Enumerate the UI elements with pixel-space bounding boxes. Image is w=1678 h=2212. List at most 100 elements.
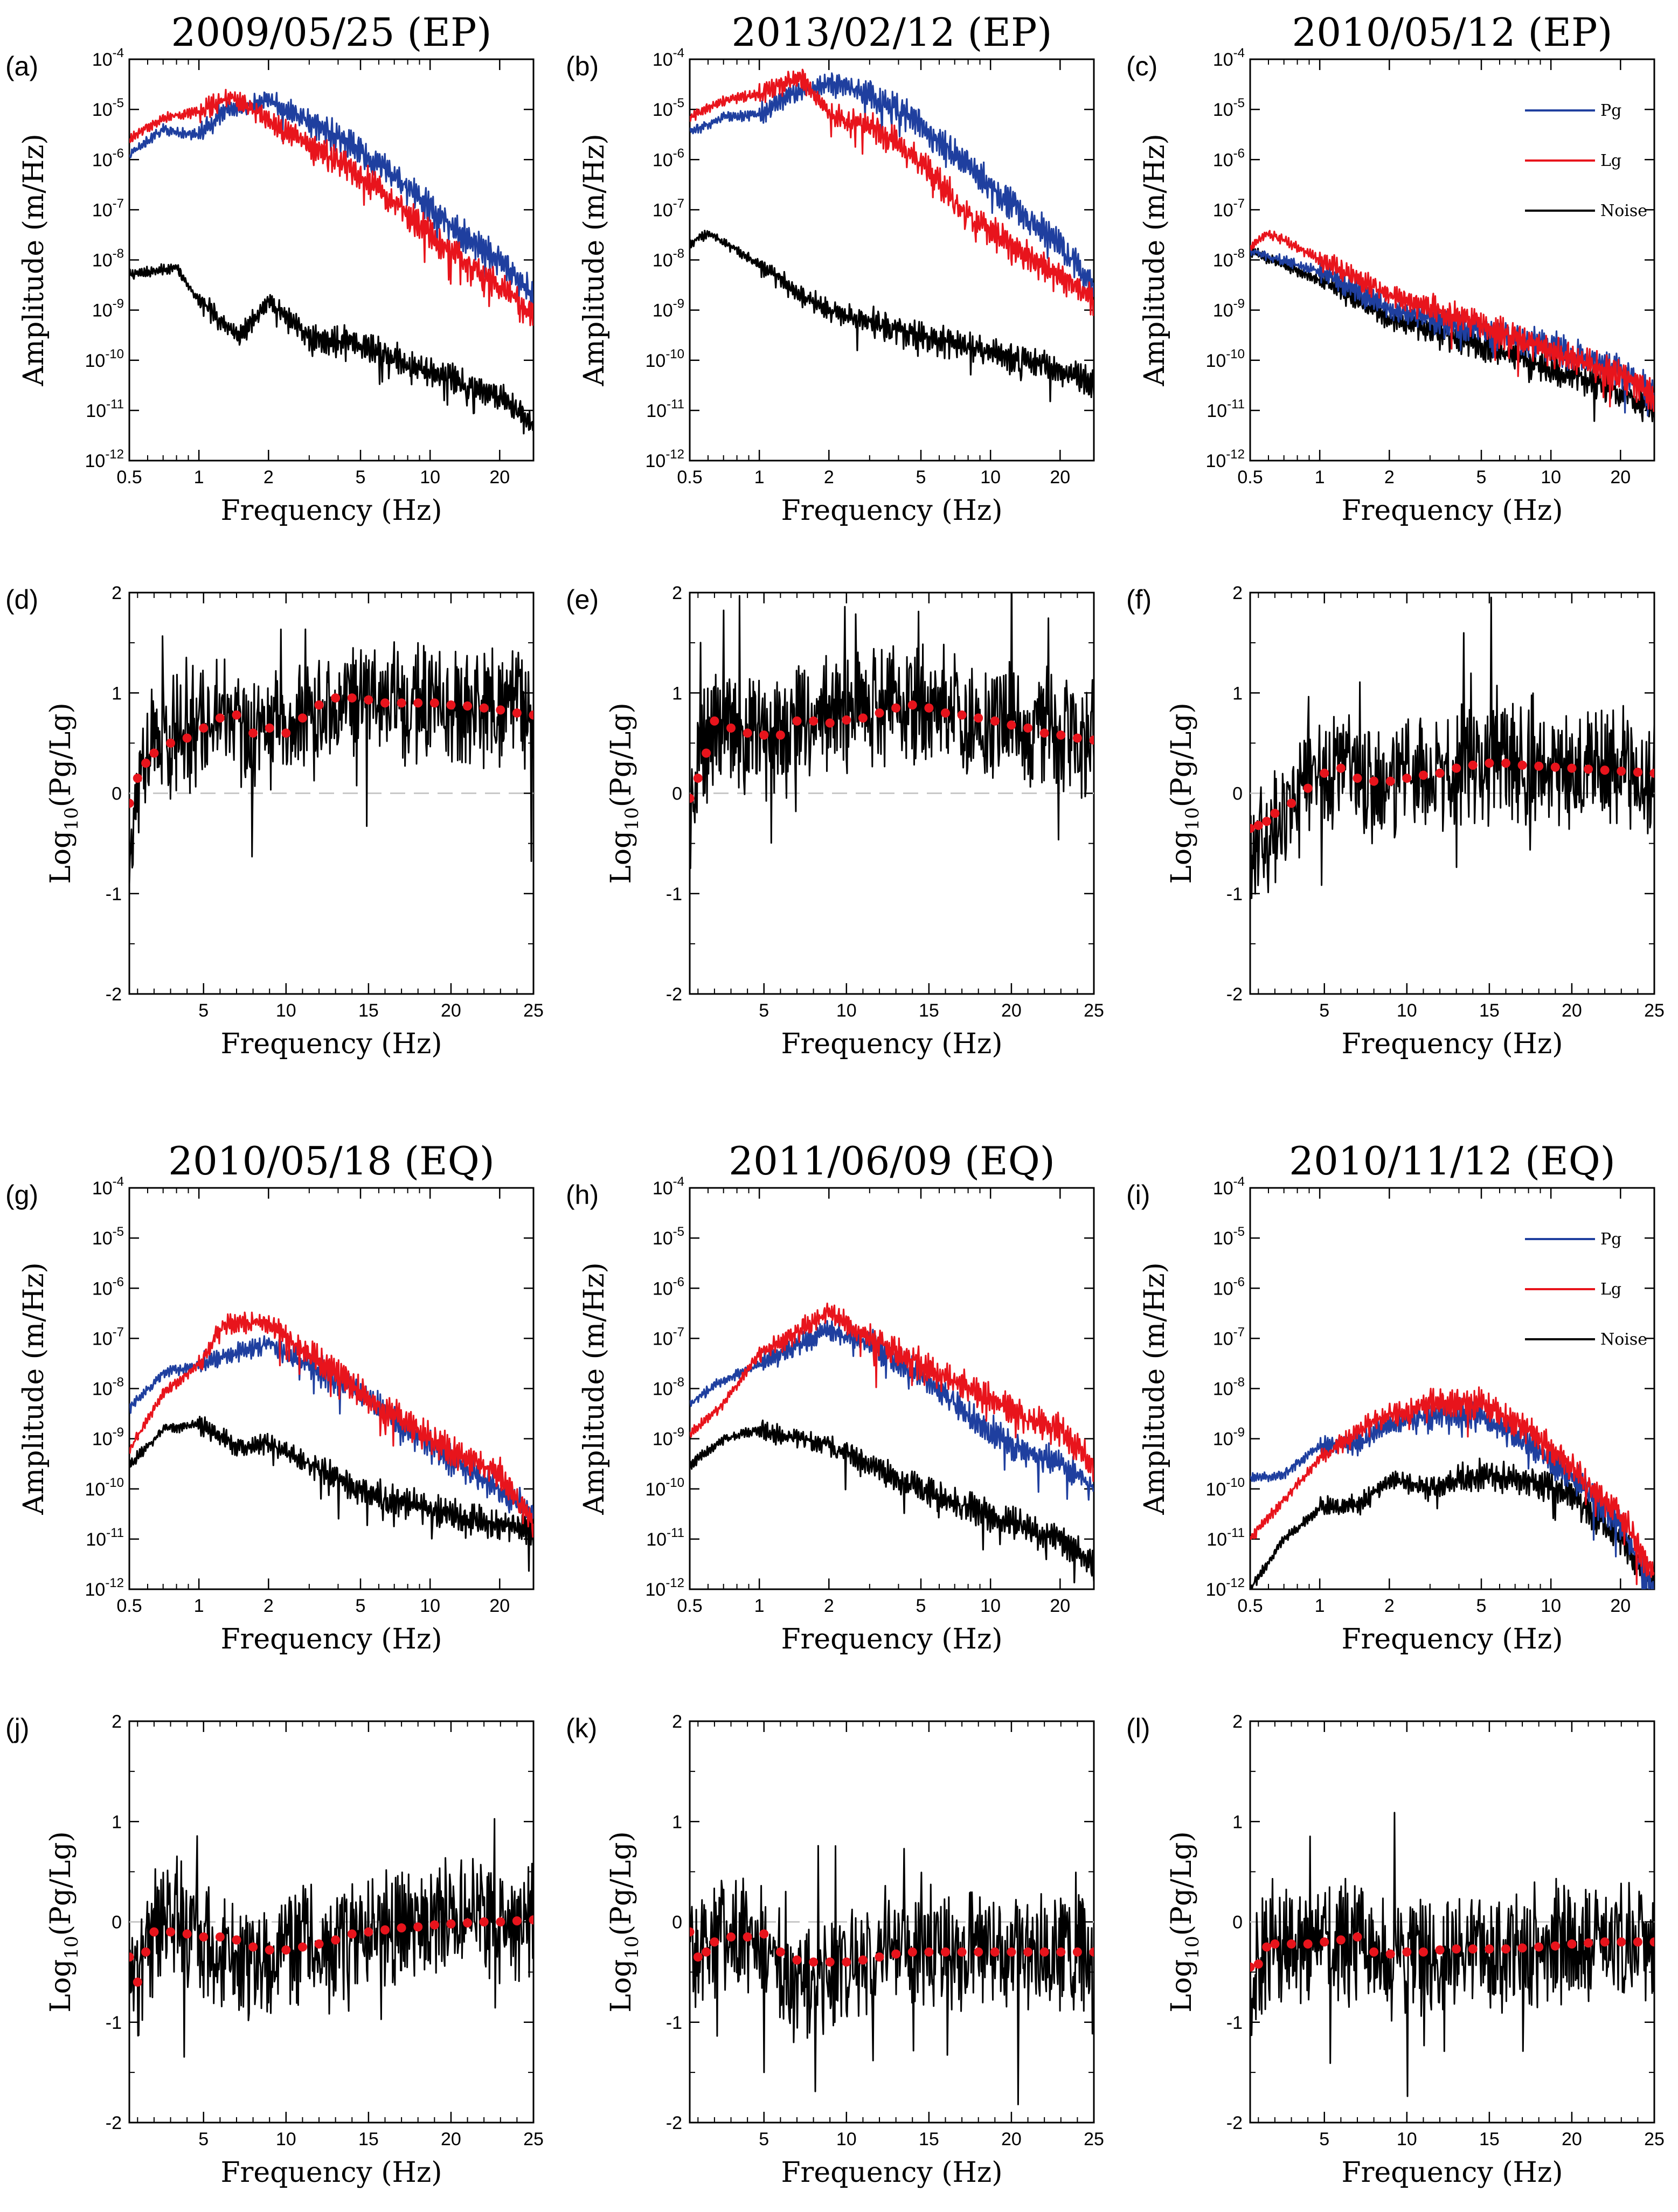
y-tick-label: 10-10 [85, 1476, 124, 1500]
y-tick-label: 10-10 [1205, 347, 1245, 371]
panel-title: 2010/05/18 (EQ) [168, 1138, 495, 1184]
x-axis-label: Frequency (Hz) [781, 2157, 1002, 2189]
smoothed-ratio-point [1056, 730, 1066, 740]
series-noise-line [129, 263, 533, 435]
y-tick-label: -1 [666, 884, 682, 905]
series-lg-line [1250, 229, 1654, 412]
y-axis-label: Amplitude (m/Hz) [18, 134, 50, 387]
smoothed-ratio-point [974, 713, 983, 723]
y-tick-label: 10-5 [92, 1225, 124, 1249]
x-tick-label: 10 [420, 1596, 440, 1616]
smoothed-ratio-point [1320, 768, 1329, 778]
smoothed-ratio-point [1517, 1943, 1527, 1953]
smoothed-ratio-point [702, 1947, 711, 1957]
x-tick-label: 5 [759, 1000, 769, 1021]
panel-letter: (f) [1126, 585, 1152, 615]
smoothed-ratio-point [232, 710, 241, 720]
smoothed-ratio-point [809, 1957, 819, 1967]
smoothed-ratio-point [1303, 783, 1313, 793]
smoothed-ratio-point [1534, 1942, 1544, 1952]
x-tick-label: 1 [194, 467, 204, 488]
smoothed-ratio-point [1600, 1937, 1610, 1947]
y-tick-label: 10-5 [92, 96, 124, 120]
y-axis-label: Log10(Pg/Lg) [1166, 702, 1203, 884]
smoothed-ratio-point [380, 698, 390, 708]
x-tick-label: 20 [489, 467, 510, 488]
x-axis-label: Frequency (Hz) [220, 495, 442, 527]
smoothed-ratio-point [1250, 824, 1255, 833]
x-tick-label: 15 [1479, 1000, 1500, 1021]
y-tick-label: 10-7 [92, 1325, 124, 1349]
smoothed-ratio-point [182, 1929, 192, 1939]
y-tick-label: 10-6 [1213, 146, 1245, 170]
smoothed-ratio-point [1007, 1947, 1016, 1957]
smoothed-ratio-point [940, 1947, 950, 1957]
smoothed-ratio-point [875, 1952, 884, 1962]
y-axis: 10-12 10-11 10-10 10-9 10-8 10-7 10-6 10-5 10-4 [85, 1174, 533, 1600]
y-axis-label: Log10(Pg/Lg) [45, 702, 82, 884]
x-tick-label: 25 [523, 2129, 544, 2150]
y-axis-label: Amplitude (m/Hz) [578, 1262, 611, 1515]
smoothed-ratio-point [759, 1929, 769, 1939]
smoothed-ratio-point [940, 708, 950, 718]
series-group [1250, 1386, 1654, 1589]
y-tick-label: 0 [672, 784, 682, 804]
smoothed-ratio-point [397, 698, 406, 708]
smoothed-ratio-point [1089, 1947, 1094, 1957]
smoothed-ratio-point [1007, 720, 1016, 730]
y-tick-label: 10-11 [86, 397, 124, 421]
x-tick-label: 20 [1001, 1000, 1022, 1021]
x-tick-label: 25 [1644, 1000, 1665, 1021]
y-tick-label: 10-9 [653, 297, 684, 321]
series-group [690, 593, 1094, 870]
y-tick-label: 10-6 [653, 1275, 684, 1299]
x-axis: 0.5 1 2 5 10 20 [677, 59, 1070, 488]
smoothed-ratio-point [1253, 820, 1263, 830]
y-tick-label: 10-8 [1213, 1375, 1245, 1400]
smoothed-ratio-point [792, 716, 802, 726]
x-tick-label: 20 [1610, 467, 1631, 488]
y-tick-label: 0 [1232, 1912, 1243, 1933]
series-group [129, 1311, 533, 1572]
x-tick-label: 5 [1319, 1000, 1329, 1021]
series-lg-line [690, 68, 1094, 316]
smoothed-ratio-point [496, 1917, 505, 1926]
smoothed-ratio-point [1353, 774, 1362, 783]
smoothed-ratio-point [726, 723, 736, 733]
smoothed-ratio-point [775, 730, 785, 740]
y-axis: 10-12 10-11 10-10 10-9 10-8 10-7 10-6 10-5 10-4 [1205, 46, 1654, 471]
series-lg-line [1250, 1386, 1654, 1585]
series-group [690, 1302, 1094, 1584]
panel-title: 2011/06/09 (EQ) [729, 1138, 1055, 1184]
x-tick-label: 5 [1319, 2129, 1329, 2150]
smoothed-ratio-point [1287, 798, 1296, 808]
panel-letter: (j) [5, 1713, 29, 1743]
smoothed-ratio-point [364, 695, 373, 705]
smoothed-ratio-point [215, 1932, 225, 1942]
y-tick-label: -1 [1226, 884, 1243, 905]
y-axis-label: Amplitude (m/Hz) [1139, 1262, 1171, 1515]
legend-label-pg: Pg [1600, 1230, 1621, 1249]
x-tick-label: 5 [356, 467, 366, 488]
x-axis: 5 10 15 20 25 [697, 593, 1104, 1021]
smoothed-ratio-point [1649, 1937, 1654, 1947]
x-tick-label: 20 [1050, 467, 1070, 488]
x-tick-label: 20 [1562, 1000, 1582, 1021]
smoothed-ratio-point [314, 1939, 324, 1949]
y-tick-label: -2 [666, 984, 682, 1005]
y-axis: -2 -1 0 1 2 [1226, 1712, 1654, 2133]
smoothed-ratio-point [413, 698, 423, 708]
panel-b: (b)2013/02/12 (EP)10-1210-1110-1010-910-… [566, 10, 1095, 527]
smoothed-ratio-point [1501, 1944, 1510, 1954]
x-tick-label: 2 [824, 467, 834, 488]
x-tick-label: 5 [198, 1000, 209, 1021]
smoothed-ratio-point [875, 708, 884, 718]
smoothed-ratio-point [1435, 768, 1445, 778]
y-axis-label: Amplitude (m/Hz) [1139, 134, 1171, 387]
x-tick-label: 25 [1084, 2129, 1104, 2150]
x-tick-label: 10 [836, 2129, 857, 2150]
smoothed-ratio-point [281, 728, 291, 738]
x-tick-label: 5 [1476, 1596, 1487, 1616]
x-tick-label: 10 [836, 1000, 857, 1021]
x-tick-label: 10 [420, 467, 440, 488]
